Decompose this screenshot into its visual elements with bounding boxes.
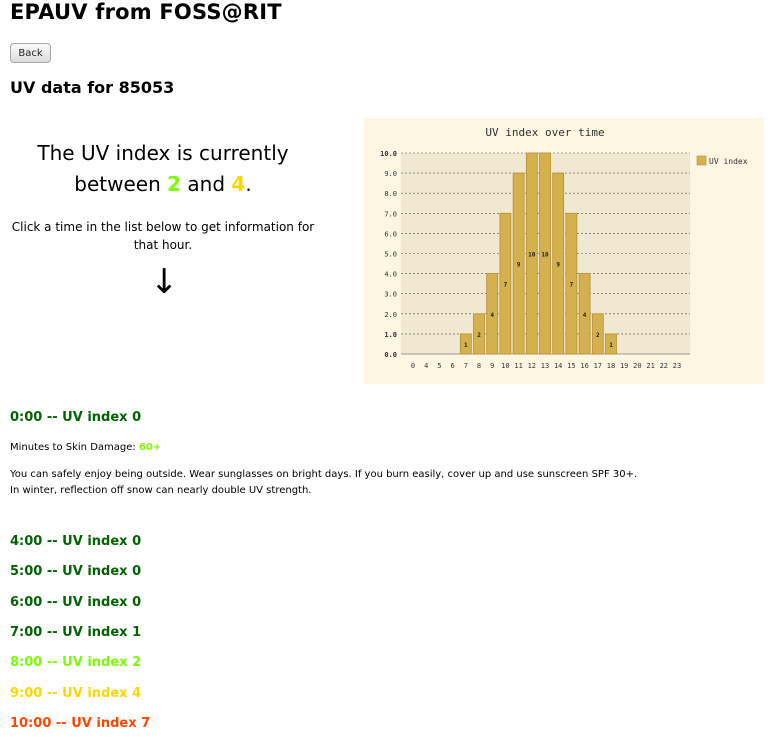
back-button[interactable]: Back (10, 43, 51, 63)
y-tick-label: 2.0 (384, 311, 397, 319)
x-tick-label: 8 (477, 362, 481, 370)
x-tick-label: 21 (646, 362, 654, 370)
x-tick-label: 17 (594, 362, 602, 370)
x-tick-label: 6 (450, 362, 454, 370)
bar (565, 212, 578, 355)
hour-label[interactable]: 5:00 -- UV index 0 (10, 564, 142, 579)
site-title: EPAUV from FOSS@RIT (10, 0, 282, 24)
data-label: 10 (541, 252, 549, 259)
bar (539, 152, 551, 355)
bar (473, 313, 485, 355)
data-label: 1 (464, 342, 468, 349)
uv-chart-panel: UV index over time 0.0 1.0 2.0 3.0 4.0 5.0 6.0 7… (364, 118, 764, 384)
hour-item-10[interactable]: 10:00 -- UV index 7 (10, 716, 150, 731)
data-label: 7 (570, 282, 574, 289)
hour-item-0[interactable]: 0:00 -- UV index 0 (10, 410, 141, 425)
y-tick-label: 3.0 (384, 291, 397, 299)
x-tick-label: 15 (567, 362, 575, 370)
y-tick-label: 0.0 (384, 351, 397, 359)
and-word: and (187, 172, 226, 196)
y-tick-label: 6.0 (384, 230, 397, 238)
hour-item-4[interactable]: 4:00 -- UV index 0 (10, 534, 141, 549)
y-tick-label: 7.0 (384, 210, 397, 218)
bar (499, 212, 512, 355)
bar (578, 273, 591, 355)
x-tick-label: 20 (633, 362, 641, 370)
x-tick-label: 19 (620, 362, 628, 370)
x-tick-label: 11 (514, 362, 522, 370)
page-subtitle: UV data for 85053 (10, 78, 175, 97)
skin-damage-value: 60+ (138, 442, 162, 453)
advice-line-2: In winter, reflection off snow can nearl… (10, 485, 312, 496)
bar (591, 313, 604, 355)
x-tick-label: 14 (554, 362, 562, 370)
hour-item-6[interactable]: 6:00 -- UV index 0 (10, 595, 141, 610)
x-tick-label: 12 (528, 362, 536, 370)
data-label: 4 (490, 312, 494, 319)
skin-damage-row: Minutes to Skin Damage: 60+ (10, 440, 161, 456)
hour-label[interactable]: 4:00 -- UV index 0 (10, 534, 142, 549)
x-tick-label: 5 (437, 362, 441, 370)
skin-damage-label: Minutes to Skin Damage: (10, 442, 136, 453)
data-label: 9 (517, 262, 521, 269)
y-tick-label: 5.0 (384, 251, 397, 259)
x-tick-label: 7 (464, 362, 468, 370)
data-label: 1 (609, 342, 613, 349)
data-label: 2 (477, 332, 481, 339)
bar (552, 172, 565, 355)
current-uv-line1: The UV index is currently (37, 141, 289, 165)
chart-title: UV index over time (485, 126, 604, 139)
data-label: 9 (556, 262, 560, 269)
hour-item-9[interactable]: 9:00 -- UV index 4 (10, 686, 141, 701)
bar (512, 172, 525, 355)
down-arrow-icon: ↓ (150, 262, 179, 302)
current-uv-summary: The UV index is currently between 2 and … (0, 138, 326, 200)
bar (525, 152, 538, 355)
bar (486, 273, 499, 355)
y-tick-label: 4.0 (384, 271, 397, 279)
x-tick-label: 9 (490, 362, 494, 370)
x-tick-label: 16 (580, 362, 588, 370)
x-tick-label: 4 (424, 362, 428, 370)
x-tick-label: 0 (411, 362, 415, 370)
uv-high-value: 4 (231, 172, 246, 196)
y-tick-label: 8.0 (384, 190, 397, 198)
x-tick-label: 13 (541, 362, 549, 370)
hour-item-7[interactable]: 7:00 -- UV index 1 (10, 625, 141, 640)
y-tick-label: 9.0 (384, 170, 397, 178)
hour-label[interactable]: 0:00 -- UV index 0 (10, 410, 142, 425)
data-label: 2 (596, 332, 600, 339)
y-tick-label: 1.0 (384, 331, 397, 339)
hour-label[interactable]: 9:00 -- UV index 4 (10, 686, 142, 701)
x-tick-label: 18 (607, 362, 615, 370)
uv-low-value: 2 (167, 172, 182, 196)
legend-label: UV index (709, 157, 748, 166)
instructions-text: Click a time in the list below to get in… (11, 220, 315, 252)
legend-swatch (696, 155, 707, 166)
hour-label[interactable]: 8:00 -- UV index 2 (10, 655, 142, 670)
bar (459, 333, 472, 355)
between-word: between (74, 172, 161, 196)
hour-item-8[interactable]: 8:00 -- UV index 2 (10, 655, 141, 670)
bar (605, 333, 617, 355)
x-tick-label: 23 (673, 362, 681, 370)
uv-chart: UV index over time 0.0 1.0 2.0 3.0 4.0 5.0 6.0 7… (380, 126, 748, 370)
hour-label[interactable]: 10:00 -- UV index 7 (10, 716, 151, 731)
current-uv-line2: between 2 and 4. (0, 169, 326, 200)
x-tick-label: 10 (501, 362, 509, 370)
hour-label[interactable]: 7:00 -- UV index 1 (10, 625, 142, 640)
x-tick-label: 22 (660, 362, 668, 370)
data-label: 7 (504, 282, 508, 289)
period: . (245, 172, 252, 196)
advice-line-1: You can safely enjoy being outside. Wear… (10, 469, 638, 480)
hour-label[interactable]: 6:00 -- UV index 0 (10, 595, 142, 610)
hour-item-5[interactable]: 5:00 -- UV index 0 (10, 564, 141, 579)
y-tick-label: 10.0 (380, 150, 397, 158)
advice-text: You can safely enjoy being outside. Wear… (10, 467, 637, 499)
data-label: 10 (528, 252, 536, 259)
data-label: 4 (583, 312, 587, 319)
